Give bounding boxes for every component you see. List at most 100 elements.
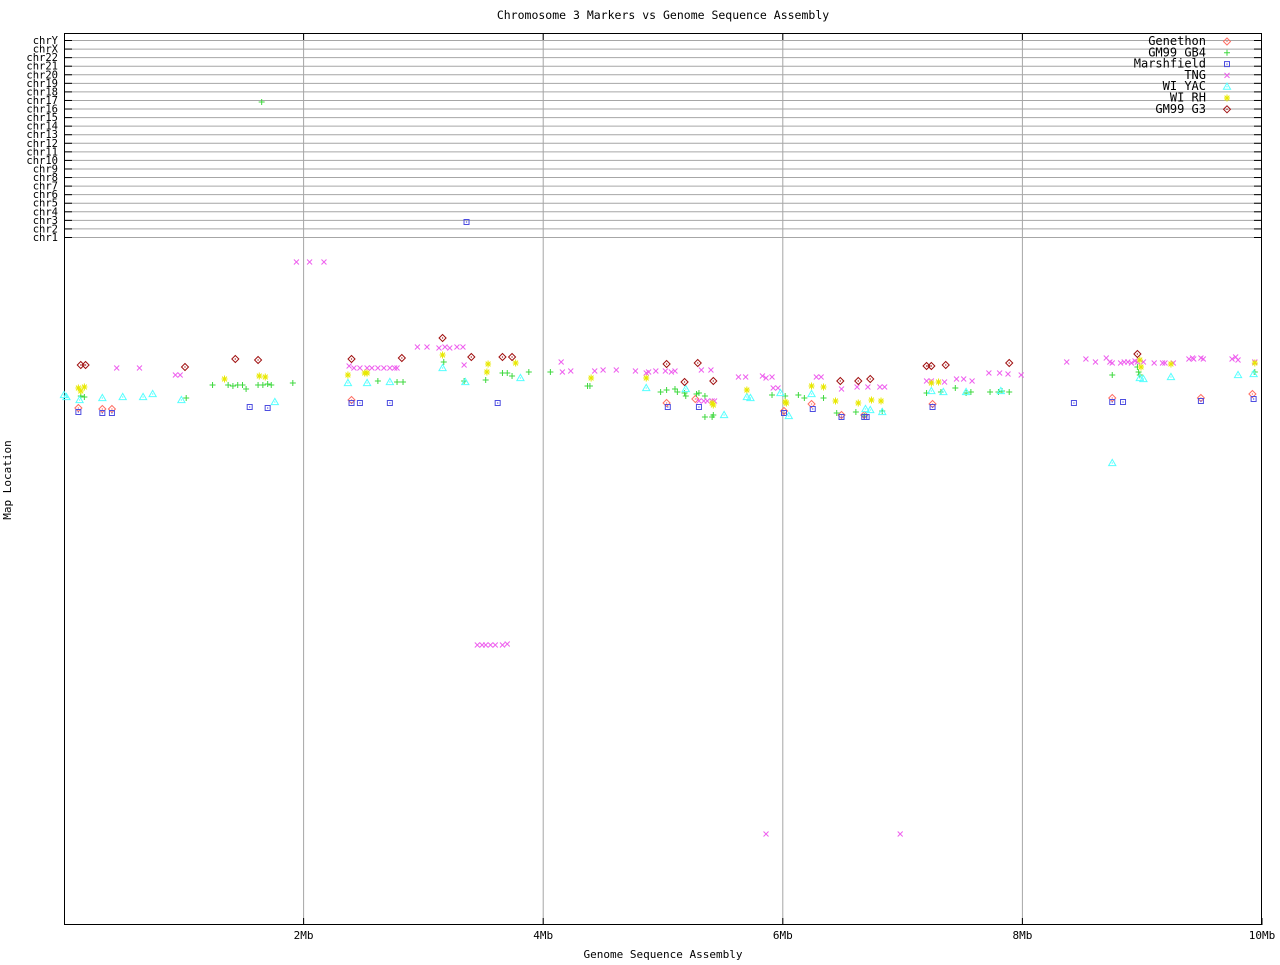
data-point-wi-rh bbox=[221, 375, 228, 383]
legend-marker-plus-glyph bbox=[1224, 49, 1230, 56]
data-point-gm99-gb4 bbox=[586, 383, 593, 389]
data-point-tng bbox=[482, 642, 489, 648]
data-point-wi-rh bbox=[1138, 363, 1144, 371]
data-point-gm99-g3-dot bbox=[930, 365, 932, 367]
data-point-marshfield-dot bbox=[698, 406, 700, 408]
data-point-wi-rh bbox=[1167, 360, 1174, 368]
data-point-gm99-g3 bbox=[836, 376, 845, 386]
data-point-gm99-g3-dot bbox=[80, 364, 82, 366]
data-point-wi-yac bbox=[784, 411, 794, 420]
data-point-wi-yac-glyph bbox=[385, 377, 395, 386]
data-point-gm99-gb4-glyph bbox=[852, 409, 859, 415]
data-point-wi-yac-glyph bbox=[176, 395, 186, 404]
data-point-tng bbox=[1124, 359, 1131, 365]
data-point-marshfield-glyph bbox=[99, 410, 106, 416]
data-point-wi-yac bbox=[1166, 372, 1176, 381]
data-point-gm99-gb4-glyph bbox=[374, 378, 381, 384]
data-point-tng-glyph bbox=[1162, 360, 1168, 366]
data-point-gm99-gb4-glyph bbox=[400, 379, 407, 385]
data-point-tng bbox=[818, 374, 824, 380]
data-point-gm99-gb4-glyph bbox=[525, 369, 532, 375]
data-point-gm99-g3-glyph bbox=[693, 358, 702, 368]
data-point-wi-yac-dot bbox=[1000, 390, 1002, 392]
data-point-gm99-gb4-glyph bbox=[259, 382, 266, 388]
data-point-tng-glyph bbox=[865, 384, 871, 390]
data-point-tng bbox=[499, 642, 506, 648]
data-point-tng bbox=[662, 368, 669, 374]
data-point-tng bbox=[668, 369, 675, 375]
legend-label-gm99-g3: GM99 G3 bbox=[1155, 102, 1206, 116]
data-point-tng-glyph bbox=[698, 367, 705, 373]
data-point-gm99-gb4-glyph bbox=[663, 387, 670, 393]
data-point-gm99-gb4-glyph bbox=[547, 369, 554, 375]
data-point-wi-rh-glyph bbox=[1138, 363, 1144, 371]
data-point-gm99-gb4 bbox=[547, 369, 554, 375]
data-point-tng bbox=[1063, 359, 1070, 365]
y-tick-label: chr21 bbox=[26, 61, 58, 73]
data-point-gm99-g3-dot bbox=[511, 356, 513, 358]
data-point-tng bbox=[454, 344, 460, 350]
data-point-tng bbox=[897, 831, 904, 837]
data-point-wi-yac bbox=[138, 392, 148, 401]
data-point-wi-yac bbox=[1233, 370, 1243, 379]
data-point-gm99-g3 bbox=[231, 354, 240, 364]
data-point-tng bbox=[759, 373, 766, 379]
data-point-genethon-glyph bbox=[779, 406, 789, 416]
data-point-gm99-gb4-glyph bbox=[81, 394, 88, 400]
data-point-wi-yac bbox=[515, 373, 525, 382]
data-point-gm99-gb4 bbox=[81, 394, 88, 400]
data-point-genethon-dot bbox=[77, 407, 79, 409]
data-point-gm99-g3-dot bbox=[441, 337, 444, 339]
data-point-gm99-g3-glyph bbox=[709, 376, 718, 386]
data-point-wi-yac-dot bbox=[930, 390, 932, 392]
data-point-wi-rh-glyph bbox=[935, 378, 942, 386]
y-tick-label: chrY bbox=[33, 35, 59, 47]
data-point-gm99-gb4 bbox=[509, 373, 516, 379]
data-point-tng bbox=[600, 367, 606, 373]
data-point-wi-yac-dot bbox=[366, 382, 368, 384]
data-point-wi-rh-glyph bbox=[1167, 360, 1174, 368]
legend-marker-asterisk bbox=[1224, 94, 1230, 102]
data-point-tng bbox=[351, 365, 357, 371]
data-point-tng bbox=[1200, 356, 1207, 362]
data-point-gm99-gb4-glyph bbox=[710, 412, 717, 418]
data-point-tng bbox=[632, 368, 639, 374]
data-point-marshfield bbox=[809, 406, 816, 412]
data-point-tng-glyph bbox=[394, 365, 400, 371]
data-point-wi-rh-glyph bbox=[344, 371, 351, 379]
legend-marker-triangle-dot bbox=[1226, 86, 1228, 88]
data-point-tng-glyph bbox=[1005, 371, 1011, 377]
data-point-marshfield bbox=[494, 400, 501, 406]
data-point-tng bbox=[387, 365, 393, 371]
data-point-gm99-gb4-glyph bbox=[482, 377, 489, 383]
data-point-tng-glyph bbox=[742, 374, 749, 380]
data-point-gm99-gb4-glyph bbox=[509, 373, 516, 379]
data-point-gm99-gb4-glyph bbox=[801, 395, 808, 401]
data-point-wi-yac-glyph bbox=[719, 410, 729, 419]
data-point-wi-yac bbox=[807, 389, 817, 398]
data-point-gm99-gb4-glyph bbox=[1109, 372, 1116, 378]
y-tick-label: chr1 bbox=[33, 232, 58, 244]
data-point-tng-glyph bbox=[632, 368, 639, 374]
data-point-gm99-gb4 bbox=[225, 382, 232, 388]
data-point-gm99-gb4-glyph bbox=[657, 389, 664, 395]
data-point-gm99-g3-glyph bbox=[180, 362, 190, 372]
data-point-gm99-g3 bbox=[438, 333, 447, 343]
data-point-tng bbox=[969, 378, 975, 384]
data-point-gm99-g3 bbox=[854, 376, 863, 386]
data-point-tng-glyph bbox=[881, 384, 888, 390]
data-point-tng bbox=[698, 367, 705, 373]
data-point-tng-glyph bbox=[136, 365, 143, 371]
data-point-gm99-g3-dot bbox=[857, 380, 859, 382]
data-point-tng bbox=[1235, 357, 1241, 363]
data-point-wi-rh bbox=[262, 373, 269, 381]
y-tick-label: chr17 bbox=[26, 95, 58, 107]
data-point-marshfield-dot bbox=[812, 408, 814, 410]
data-point-tng-glyph bbox=[364, 365, 370, 371]
data-point-marshfield-dot bbox=[465, 221, 468, 223]
data-point-wi-yac-glyph bbox=[745, 393, 755, 402]
data-point-wi-yac-dot bbox=[122, 396, 124, 398]
legend-label-wi-yac: WI YAC bbox=[1163, 79, 1206, 93]
data-point-tng bbox=[369, 365, 375, 371]
data-point-gm99-g3 bbox=[1005, 358, 1014, 368]
